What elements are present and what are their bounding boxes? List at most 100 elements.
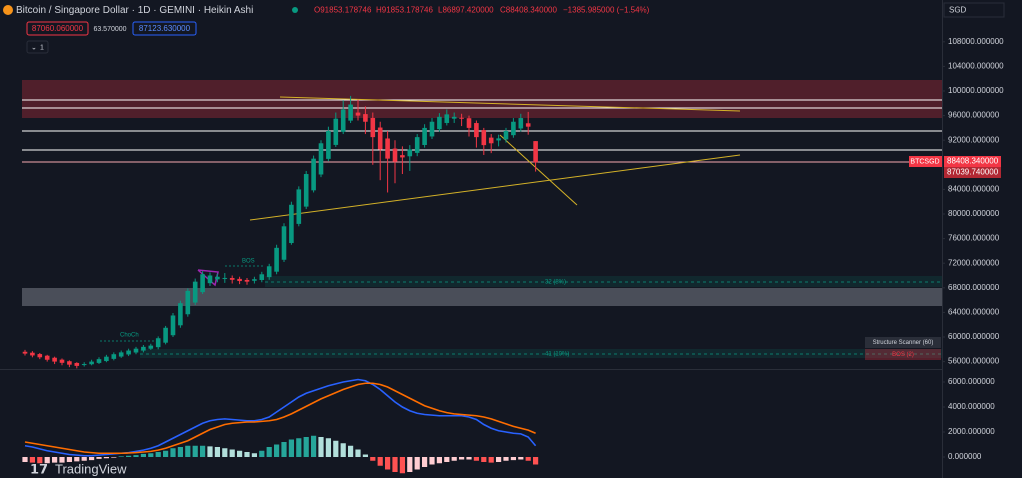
scanner-bos: BOS (2) — [892, 352, 914, 358]
symbol-title[interactable]: Bitcoin / Singapore Dollar · 1D · GEMINI… — [16, 5, 253, 16]
histogram-bar — [59, 457, 65, 463]
candle-body — [155, 338, 161, 348]
histogram-bar — [385, 457, 391, 470]
histogram-bar — [37, 457, 43, 464]
candle-body — [511, 121, 516, 136]
candle-body — [259, 274, 265, 280]
collapse-button[interactable] — [26, 40, 49, 54]
collapse-count[interactable]: 1 — [40, 44, 44, 51]
candle-body — [178, 303, 183, 326]
y-tick-label: 84000.000000 — [948, 185, 1000, 194]
histogram-bar — [340, 443, 346, 457]
ohlc-open: O91853.178746 — [314, 6, 372, 15]
histogram-bar — [503, 457, 509, 461]
histogram-bar — [266, 447, 272, 457]
y-tick-label: 76000.000000 — [948, 234, 1000, 243]
candle-body — [252, 279, 257, 281]
currency[interactable]: SGD — [949, 6, 967, 15]
histogram-bar — [333, 440, 339, 457]
candle-body — [22, 351, 28, 354]
candle-body — [400, 155, 405, 158]
candle-body — [533, 141, 538, 163]
histogram-bar — [148, 453, 154, 457]
y-tick-label: 108000.000000 — [948, 37, 1004, 46]
sell-price[interactable]: 87060.060000 — [32, 24, 84, 33]
candle-body — [118, 352, 124, 357]
candle-body — [355, 112, 361, 116]
histogram-bar — [407, 457, 413, 472]
candle-body — [289, 204, 294, 244]
candle-body — [52, 357, 57, 362]
supply-zone — [22, 80, 942, 118]
histogram-bar — [488, 457, 494, 463]
histogram-bar — [525, 457, 531, 461]
histogram-bar — [140, 453, 146, 457]
currency-box[interactable] — [943, 2, 1005, 18]
sell-button[interactable] — [26, 21, 89, 36]
candle-body — [111, 354, 117, 359]
ohlc-low: L86897.420000 — [438, 6, 494, 15]
histogram-bar — [244, 452, 250, 457]
candle-body — [392, 148, 398, 162]
y-tick-label: 2000.000000 — [948, 427, 995, 436]
candle-body — [318, 143, 324, 175]
bos-label: BOS — [242, 259, 255, 265]
buy-price[interactable]: 87123.630000 — [139, 24, 191, 33]
histogram-bar — [496, 457, 502, 462]
last-price: 88408.340000 — [947, 157, 999, 166]
histogram-bar — [192, 445, 198, 457]
candle-body — [377, 127, 383, 150]
collapse-icon[interactable]: ⌄ — [31, 44, 37, 51]
candle-body — [414, 137, 420, 153]
candle-body — [407, 149, 413, 157]
marks-layer — [22, 95, 539, 474]
candle-body — [163, 327, 168, 343]
histogram-bar — [170, 448, 176, 457]
candle-body — [333, 118, 339, 145]
candle-body — [59, 359, 65, 363]
buy-button[interactable] — [132, 21, 197, 36]
histogram-bar — [177, 447, 183, 457]
candle-body — [370, 117, 376, 138]
histogram-bar — [318, 437, 324, 457]
histogram-bar — [44, 457, 50, 464]
candle-body — [466, 118, 472, 128]
y-tick-label: 60000.000000 — [948, 332, 1000, 341]
histogram-bar — [311, 435, 317, 457]
histogram-bar — [200, 445, 206, 457]
brand: TradingView — [55, 461, 127, 476]
y-tick-label: 4000.000000 — [948, 402, 995, 411]
histogram-bar — [111, 457, 117, 458]
histogram-bar — [451, 457, 457, 461]
histogram-bar — [436, 457, 442, 464]
histogram-bar — [81, 457, 87, 461]
histogram-bar — [163, 450, 169, 457]
ohlc-close: C88408.340000 — [500, 6, 557, 15]
status-dot — [292, 7, 298, 13]
histogram-bar — [466, 457, 472, 460]
histogram-bar — [237, 450, 243, 457]
histogram-bar — [399, 457, 405, 474]
last-price-tag — [944, 156, 1001, 167]
histogram-bar — [155, 452, 161, 457]
candle-body — [133, 348, 139, 353]
candle-body — [185, 290, 191, 315]
histogram-bar — [22, 457, 28, 462]
candle-body — [340, 109, 346, 132]
candle-body — [348, 104, 353, 121]
candle-body — [192, 281, 198, 303]
histogram-bar — [29, 457, 35, 463]
histogram-bar — [118, 456, 124, 457]
candle-body — [429, 121, 435, 137]
histogram-bar — [74, 457, 80, 462]
scanner-row — [865, 349, 941, 360]
candle-body — [481, 130, 487, 146]
candle-body — [141, 346, 146, 351]
candle-body — [385, 138, 390, 159]
candle-body — [422, 127, 427, 145]
histogram-bar — [355, 449, 361, 457]
y-tick-label: 64000.000000 — [948, 308, 1000, 317]
